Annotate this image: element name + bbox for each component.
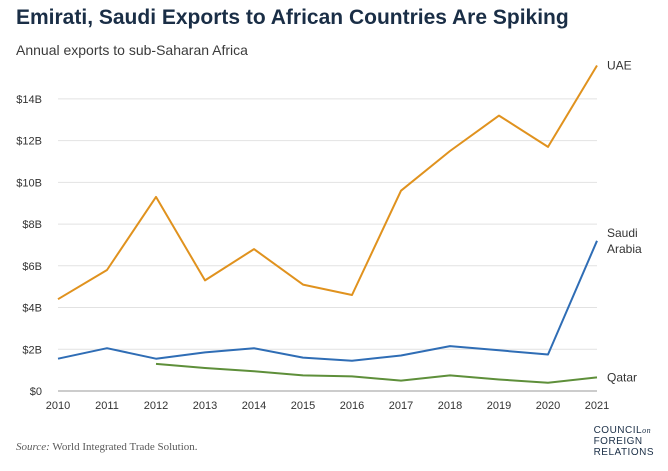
logo-line3: RELATIONS	[593, 447, 654, 458]
x-tick-label: 2016	[340, 400, 364, 412]
cfr-logo: COUNCILon FOREIGN RELATIONS	[594, 425, 654, 458]
x-tick-label: 2018	[438, 400, 462, 412]
series-line-uae	[57, 64, 598, 301]
y-tick-label: $0	[30, 386, 42, 398]
logo-line1: COUNCIL	[593, 425, 643, 436]
y-tick-label: $2B	[22, 344, 42, 356]
logo-on: on	[642, 426, 652, 435]
series-line-qatar	[155, 362, 598, 384]
source-text: World Integrated Trade Solution.	[52, 441, 198, 453]
y-tick-label: $6B	[22, 261, 42, 273]
x-tick-label: 2021	[585, 400, 609, 412]
chart-title: Emirati, Saudi Exports to African Countr…	[16, 6, 569, 29]
series-labels: UAE Saudi Arabia Qatar	[607, 58, 642, 384]
x-tick-label: 2010	[46, 400, 70, 412]
x-tick-label: 2017	[389, 400, 413, 412]
y-tick-label: $8B	[22, 219, 42, 231]
series-label-saudi-arabia: Arabia	[607, 242, 642, 256]
y-tick-label: $12B	[16, 136, 42, 148]
series-label-qatar: Qatar	[607, 370, 637, 384]
x-axis-tick-labels: 2010 2011 2012 2013 2014 2015 2016 2017 2018 2019…	[46, 400, 609, 412]
x-tick-label: 2011	[95, 400, 119, 412]
y-tick-label: $4B	[22, 303, 42, 315]
x-tick-label: 2013	[193, 400, 217, 412]
x-tick-label: 2015	[291, 400, 315, 412]
source-note: Source: World Integrated Trade Solution.	[16, 441, 198, 453]
gridlines	[58, 98, 597, 392]
series-lines	[57, 64, 598, 384]
y-tick-label: $10B	[16, 177, 42, 189]
source-label: Source:	[16, 441, 50, 453]
series-line-saudi-arabia	[57, 240, 598, 362]
y-tick-label: $14B	[16, 94, 42, 106]
x-tick-label: 2020	[536, 400, 560, 412]
y-axis-tick-labels: $0 $2B $4B $6B $8B $10B $12B $14B	[16, 94, 42, 398]
series-label-uae: UAE	[607, 58, 632, 72]
chart-subtitle: Annual exports to sub-Saharan Africa	[16, 42, 248, 58]
x-tick-label: 2019	[487, 400, 511, 412]
logo-line2: FOREIGN	[593, 436, 643, 447]
series-label-saudi-arabia: Saudi	[607, 226, 638, 240]
x-tick-label: 2014	[242, 400, 266, 412]
x-tick-label: 2012	[144, 400, 168, 412]
